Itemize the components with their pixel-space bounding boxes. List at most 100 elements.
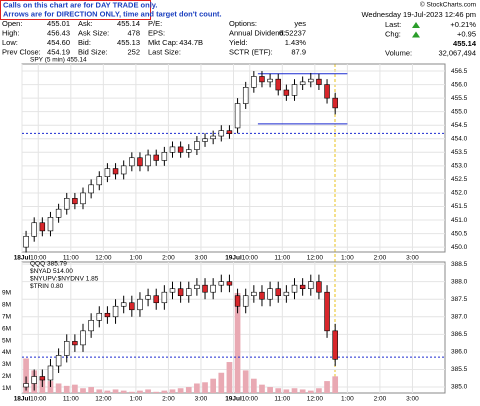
y-tick-label: 452.0 <box>451 190 468 197</box>
field-value: 6.52237 <box>279 28 306 37</box>
field-label: SCTR (ETF): <box>229 47 273 56</box>
x-tick-label: 10:00 <box>242 396 259 403</box>
y-tick-label: 385.5 <box>451 366 468 373</box>
candle-body <box>72 341 78 346</box>
candle-body <box>80 192 86 205</box>
field-value: 434.7B <box>179 38 203 47</box>
y-tick-label: 385.0 <box>451 384 468 391</box>
x-tick-label: 19Jul <box>225 396 242 403</box>
volume-bar <box>88 387 94 393</box>
volume-bar <box>23 358 29 393</box>
field-label: Options: <box>229 19 257 28</box>
y-tick-label: 453.5 <box>451 149 468 156</box>
volume-bar <box>153 391 160 393</box>
candle-body <box>210 135 216 140</box>
x-tick-label: 2:00 <box>162 396 175 403</box>
candle-body <box>186 149 192 153</box>
volume-bar <box>275 388 282 393</box>
candle-body <box>202 284 208 293</box>
volume-bar <box>112 389 119 393</box>
x-tick-label: 11:00 <box>63 255 79 262</box>
candle-body <box>153 295 159 304</box>
legend-entry: $NYUPV:$NYDNV 1.85 <box>30 276 99 283</box>
note: Arrows are for DIRECTION ONLY, time and … <box>3 9 222 18</box>
volume-bar <box>242 370 249 393</box>
field-label: Ask Size: <box>78 28 109 37</box>
y-tick-label: 388.0 <box>451 278 468 285</box>
candle-body <box>104 312 111 318</box>
candle-body <box>129 157 135 167</box>
candle-body <box>31 222 37 237</box>
candle-body <box>259 76 265 83</box>
volume-bar <box>316 388 322 393</box>
volume-bar <box>324 381 330 393</box>
quote-value: +0.21% <box>450 20 476 29</box>
y-tick-label: 452.5 <box>451 176 468 183</box>
x-tick-label: 10:00 <box>30 255 47 262</box>
candle-body <box>177 288 184 297</box>
candle-body <box>291 84 298 96</box>
candle-body <box>88 184 94 194</box>
volume-bar <box>283 389 290 393</box>
candle-body <box>120 302 127 307</box>
candle-body <box>218 281 225 286</box>
volume-tick-label: 6M <box>2 325 11 332</box>
x-tick-label: 11:00 <box>274 255 290 262</box>
volume-bar <box>194 383 200 393</box>
field-value: 455.01 <box>47 19 70 28</box>
x-tick-label: 3:00 <box>406 255 419 262</box>
y-tick-label: 455.5 <box>451 95 468 102</box>
x-tick-label: 3:00 <box>195 255 208 262</box>
candle-body <box>267 78 273 83</box>
candle-body <box>169 146 176 153</box>
candle-body <box>72 198 78 205</box>
candle-body <box>88 320 94 332</box>
candle-body <box>332 330 338 360</box>
candle-body <box>129 302 135 311</box>
x-tick-label: 1:00 <box>341 255 354 262</box>
note-box <box>0 0 151 20</box>
field-value: 456.43 <box>47 28 70 37</box>
candle-body <box>23 383 29 388</box>
y-tick-label: 386.0 <box>451 349 468 356</box>
up-arrow <box>412 22 420 28</box>
candle-body <box>226 130 233 134</box>
volume-bar <box>202 382 208 393</box>
candle-body <box>234 103 241 129</box>
copyright: © StockCharts.com <box>420 1 476 9</box>
field-value: yes <box>294 19 306 28</box>
candle-body <box>194 141 200 150</box>
candle-body <box>259 291 265 300</box>
candle-body <box>194 284 200 289</box>
volume-tick-label: 3M <box>2 361 11 368</box>
field-value: 87.9 <box>291 47 306 56</box>
candle-body <box>169 288 176 293</box>
legend-entry: $NYAD 514.00 <box>30 268 73 275</box>
y-tick-label: 455.0 <box>451 108 468 115</box>
volume-tick-label: 2M <box>2 373 11 380</box>
x-tick-label: 11:00 <box>274 396 290 403</box>
candle-body <box>332 97 338 109</box>
volume-bar <box>96 389 103 393</box>
candle-body <box>120 165 127 175</box>
volume-tick-label: 9M <box>2 290 11 297</box>
candle-body <box>31 376 37 384</box>
volume-bar <box>161 390 168 393</box>
x-tick-label: 1:00 <box>130 396 143 403</box>
candle-body <box>186 288 192 297</box>
field-label: Bid Size: <box>78 47 108 56</box>
volume-bar <box>267 387 273 393</box>
volume-tick-label: 4M <box>2 349 11 356</box>
x-tick-label: 18Jul <box>14 396 31 403</box>
x-tick-label: 2:00 <box>374 396 387 403</box>
field-label: Yield: <box>229 38 247 47</box>
candle-body <box>210 284 216 293</box>
y-tick-label: 387.5 <box>451 296 468 303</box>
volume-bar <box>177 388 184 393</box>
candle-body <box>96 312 103 321</box>
volume-bar <box>299 389 306 393</box>
candle-body <box>145 295 151 300</box>
candle-body <box>291 284 298 293</box>
datetime: Wednesday 19-Jul-2023 12:46 pm <box>361 10 476 19</box>
